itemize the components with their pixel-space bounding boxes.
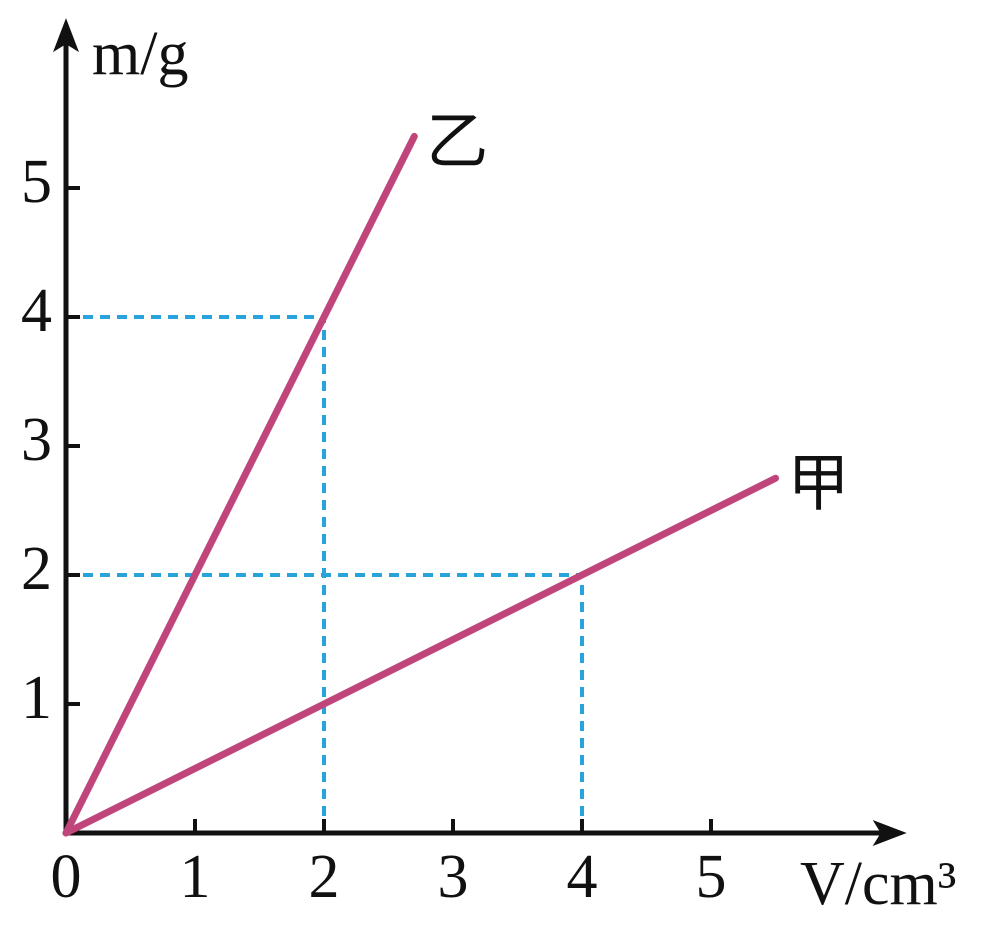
data-line — [62, 474, 779, 837]
x-tick-label: 0 — [51, 843, 82, 911]
data-line — [62, 132, 418, 837]
y-tick-label: 3 — [21, 406, 52, 474]
y-tick-label: 1 — [21, 664, 52, 732]
x-tick-label: 1 — [180, 843, 211, 911]
y-axis-arrow — [53, 18, 79, 53]
x-axis-label: V/cm³ — [800, 850, 956, 918]
x-tick-label: 4 — [567, 843, 598, 911]
x-tick-label: 5 — [696, 843, 727, 911]
y-tick-label: 4 — [21, 277, 52, 345]
y-tick-label: 5 — [21, 148, 52, 216]
y-axis-label: m/g — [92, 20, 188, 88]
series-label: 乙 — [426, 109, 488, 177]
series-label: 甲 — [788, 450, 850, 518]
x-tick-label: 2 — [309, 843, 340, 911]
x-tick-label: 3 — [438, 843, 469, 911]
x-axis-arrow — [872, 820, 907, 846]
y-tick-label: 2 — [21, 535, 52, 603]
